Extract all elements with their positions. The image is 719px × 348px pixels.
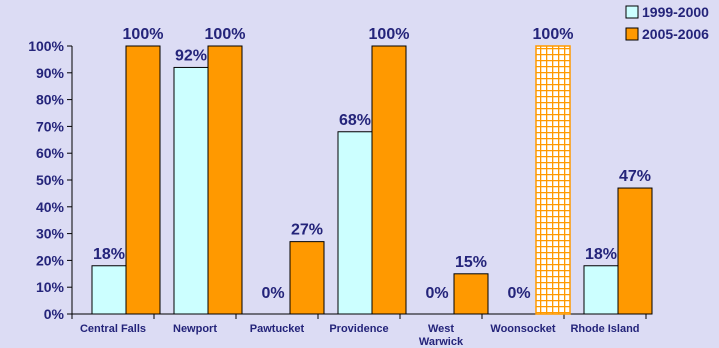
y-tick-label: 50% bbox=[36, 172, 65, 188]
bar bbox=[337, 131, 373, 315]
y-tick-label: 20% bbox=[36, 252, 65, 268]
data-label: 0% bbox=[425, 285, 448, 302]
data-label: 47% bbox=[619, 168, 651, 185]
legend-label: 1999-2000 bbox=[642, 4, 709, 20]
category-labels: Central Falls Newport Pawtucket Providence W… bbox=[80, 323, 640, 348]
legend-swatch bbox=[625, 27, 639, 41]
category-label: Newport bbox=[173, 323, 217, 335]
data-label: 18% bbox=[585, 246, 617, 263]
data-label: 15% bbox=[455, 254, 487, 271]
bar bbox=[173, 66, 209, 315]
y-tick-label: 40% bbox=[36, 199, 65, 215]
bar bbox=[289, 241, 325, 315]
y-tick-label: 70% bbox=[36, 118, 65, 134]
y-tick-label: 100% bbox=[28, 38, 64, 54]
category-label: Pawtucket bbox=[250, 323, 305, 335]
data-label: 68% bbox=[339, 112, 371, 129]
y-tick-label: 90% bbox=[36, 65, 65, 81]
bar bbox=[91, 265, 127, 315]
bars bbox=[91, 45, 653, 315]
bar bbox=[453, 273, 489, 315]
category-label: Providence bbox=[329, 323, 388, 335]
y-tick-label: 0% bbox=[44, 306, 65, 322]
y-axis: 0% 10% 20% 30% 40% 50% 60% 70% 80% 90% 100% bbox=[28, 38, 647, 322]
category-label: Warwick bbox=[419, 336, 464, 348]
data-label: 92% bbox=[175, 47, 207, 64]
bar bbox=[535, 45, 571, 315]
data-label: 27% bbox=[291, 222, 323, 239]
bar bbox=[125, 45, 161, 315]
category-label: Central Falls bbox=[80, 323, 146, 335]
bar bbox=[371, 45, 407, 315]
data-label: 100% bbox=[123, 26, 164, 43]
bar bbox=[617, 187, 653, 315]
data-label: 100% bbox=[205, 26, 246, 43]
data-label: 100% bbox=[533, 26, 574, 43]
y-tick-label: 30% bbox=[36, 226, 65, 242]
legend-swatch bbox=[625, 5, 639, 19]
data-label: 18% bbox=[93, 246, 125, 263]
category-label: Woonsocket bbox=[490, 323, 556, 335]
data-label: 0% bbox=[507, 285, 530, 302]
category-label: Rhode Island bbox=[570, 323, 639, 335]
data-label: 0% bbox=[261, 285, 284, 302]
bar bbox=[207, 45, 243, 315]
data-labels: 18% 100% 92% 100% 0% 27% 68% 100% 0% 15% 0% 100% 18%… bbox=[93, 26, 651, 302]
legend-label: 2005-2006 bbox=[642, 26, 709, 42]
y-tick-label: 10% bbox=[36, 279, 65, 295]
bar bbox=[583, 265, 619, 315]
data-label: 100% bbox=[369, 26, 410, 43]
y-tick-label: 80% bbox=[36, 92, 65, 108]
legend: 1999-2000 2005-2006 bbox=[625, 4, 709, 42]
y-tick-label: 60% bbox=[36, 145, 65, 161]
category-label: West bbox=[428, 323, 454, 335]
